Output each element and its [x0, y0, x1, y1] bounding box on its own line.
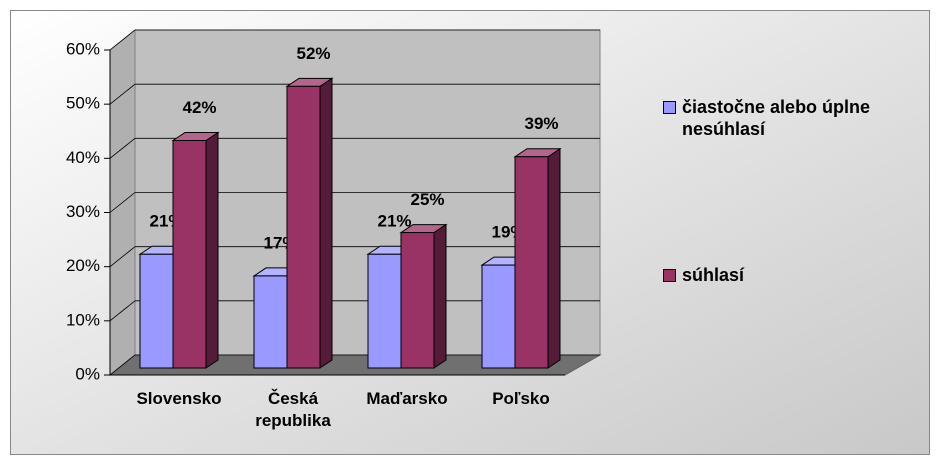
- legend-swatch: [663, 101, 676, 114]
- bar-front: [481, 264, 516, 369]
- bar-front: [367, 253, 402, 369]
- value-label: 25%: [410, 190, 444, 209]
- grid-line: [109, 138, 136, 159]
- legend-entry: súhlasí: [663, 264, 893, 286]
- y-tick-label: 40%: [66, 148, 100, 167]
- bar: [399, 223, 448, 369]
- legend-label: čiastočne alebo úplne nesúhlasí: [682, 97, 871, 139]
- legend-label: súhlasí: [682, 265, 745, 285]
- bar-side: [319, 77, 333, 369]
- legend-swatch: [663, 269, 676, 282]
- bar-front: [172, 140, 207, 369]
- bar-front: [286, 85, 321, 369]
- x-tick-label: Maďarsko: [366, 389, 448, 408]
- bar: [171, 131, 220, 369]
- bar-front: [400, 232, 435, 369]
- x-tick-label: Česká republika: [255, 389, 331, 430]
- y-tick-label: 50%: [66, 94, 100, 113]
- value-label: 39%: [524, 114, 558, 133]
- value-label: 52%: [296, 44, 330, 63]
- bar-front: [139, 253, 174, 369]
- x-tick-label: Poľsko: [492, 389, 550, 408]
- y-tick-label: 20%: [66, 256, 100, 275]
- y-tick-label: 30%: [66, 202, 100, 221]
- grid-line: [109, 29, 136, 51]
- grid-line: [109, 300, 136, 322]
- bar-side: [205, 131, 219, 369]
- grid-line: [109, 83, 136, 105]
- grid-line: [109, 354, 136, 376]
- bar-side: [547, 147, 561, 369]
- y-tick-label: 60%: [66, 39, 100, 58]
- bar: [513, 147, 562, 369]
- value-label: 42%: [182, 98, 216, 117]
- bar: [285, 77, 334, 369]
- bar-front: [253, 275, 288, 369]
- legend-entry: čiastočne alebo úplne nesúhlasí: [663, 96, 893, 140]
- grid-line: [109, 192, 136, 213]
- y-tick-label: 0%: [75, 364, 100, 383]
- bar-side: [433, 223, 447, 369]
- bar-front: [514, 156, 549, 369]
- x-tick-label: Slovensko: [136, 389, 222, 408]
- grid-line: [109, 246, 136, 267]
- value-label: 21%: [377, 212, 411, 231]
- y-tick-label: 10%: [66, 310, 100, 329]
